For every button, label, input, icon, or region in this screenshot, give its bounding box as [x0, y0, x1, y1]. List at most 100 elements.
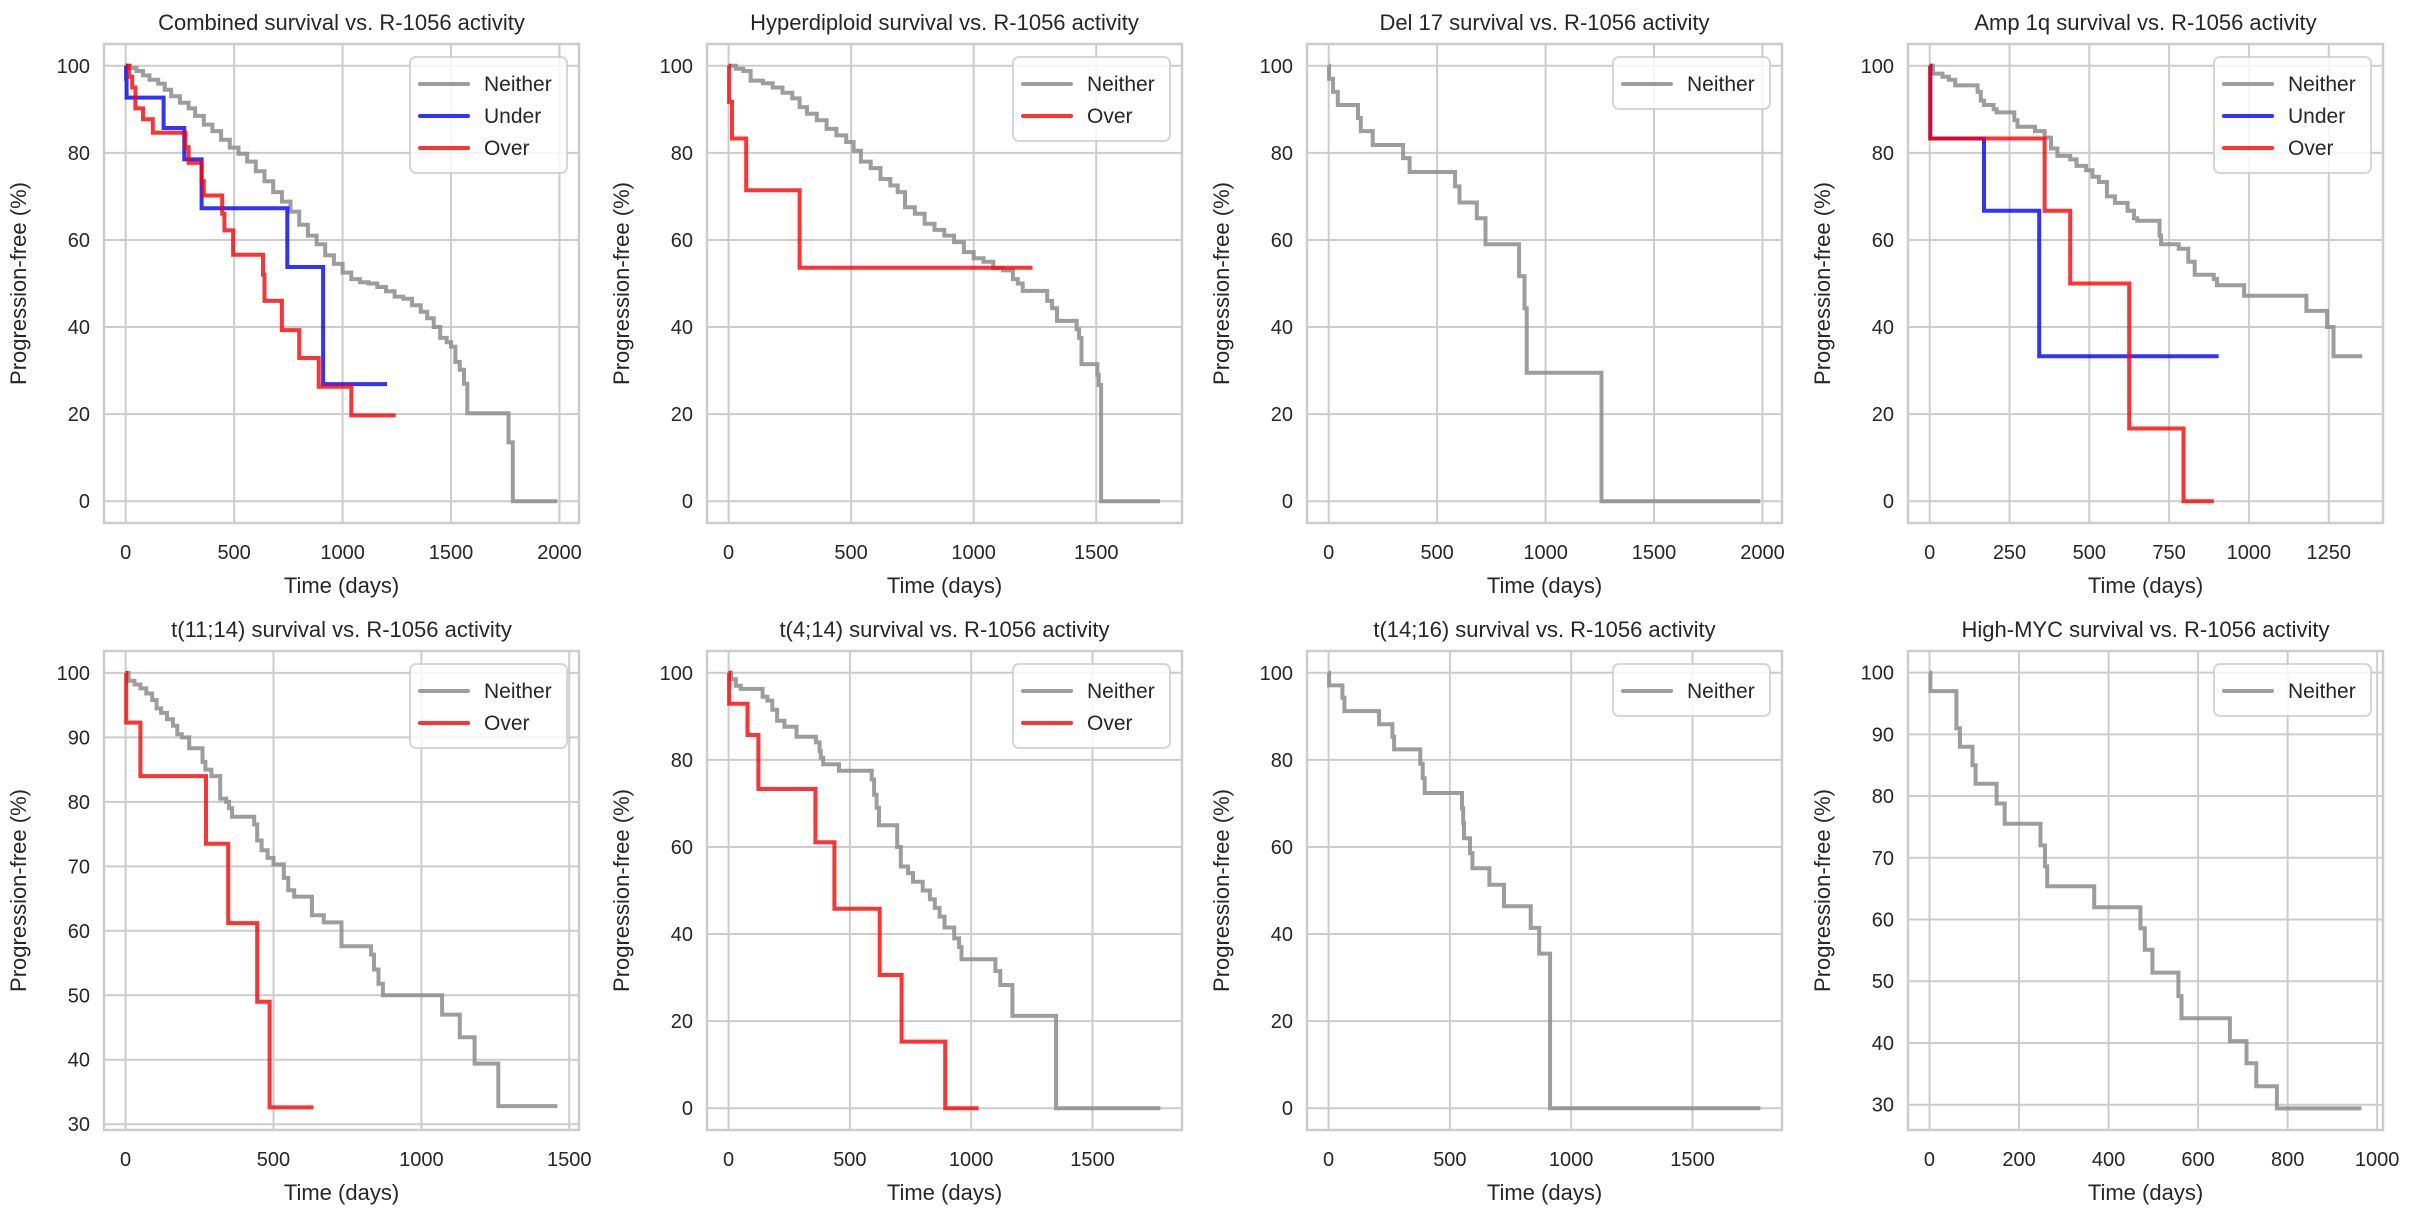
x-axis-label: Time (days) [1487, 1180, 1602, 1205]
subplot-title: t(11;14) survival vs. R-1056 activity [171, 617, 512, 642]
y-axis-label: Progression-free (%) [1810, 789, 1835, 992]
x-tick-label: 2000 [537, 542, 582, 564]
x-tick-label: 0 [1924, 542, 1935, 564]
y-tick-label: 30 [68, 1114, 90, 1136]
x-tick-label: 400 [2092, 1149, 2125, 1171]
y-tick-label: 0 [1883, 491, 1894, 513]
legend-label-neither: Neither [484, 680, 552, 703]
subplot-t-4-14-survival-vs-r-1056-activity: 0 500 1000 1500 0 20 40 60 80 100 Time (days) Progr… [609, 617, 1184, 1205]
y-axis-label: Progression-free (%) [1209, 182, 1234, 385]
y-tick-label: 40 [68, 317, 90, 339]
x-axis-label: Time (days) [887, 1180, 1002, 1205]
legend: Neither Over [1012, 56, 1171, 142]
y-tick-label: 100 [660, 56, 693, 78]
legend-label-neither: Neither [484, 73, 552, 96]
y-tick-label: 60 [671, 837, 693, 859]
y-tick-label: 60 [1872, 910, 1894, 932]
plot-area [1307, 651, 1782, 1130]
y-tick-label: 60 [68, 230, 90, 252]
x-tick-label: 1500 [1670, 1149, 1715, 1171]
plot-area [1908, 651, 2383, 1130]
y-tick-label: 80 [1271, 143, 1293, 165]
y-axis-label: Progression-free (%) [609, 789, 634, 992]
y-tick-label: 100 [1861, 56, 1894, 78]
y-tick-label: 20 [68, 404, 90, 426]
legend-label-over: Over [484, 137, 530, 160]
y-tick-label: 80 [68, 792, 90, 814]
y-axis-label: Progression-free (%) [6, 789, 31, 992]
y-tick-label: 90 [68, 727, 90, 749]
axes-frame [102, 42, 581, 525]
series-line-neither [1327, 63, 1761, 504]
x-tick-label: 1000 [949, 1149, 994, 1171]
legend-box [2213, 663, 2372, 717]
y-tick-label: 20 [1271, 404, 1293, 426]
legend-label-over: Over [1087, 105, 1133, 128]
y-tick-label: 90 [1872, 724, 1894, 746]
x-tick-label: 0 [1924, 1149, 1935, 1171]
legend-label-over: Over [484, 712, 530, 735]
y-tick-label: 60 [1872, 230, 1894, 252]
x-tick-label: 1500 [1070, 1149, 1115, 1171]
x-tick-label: 1500 [1074, 542, 1119, 564]
y-tick-label: 0 [682, 491, 693, 513]
series-line-neither [1928, 670, 2362, 1111]
y-tick-label: 60 [671, 230, 693, 252]
x-tick-label: 500 [2073, 542, 2106, 564]
y-tick-label: 50 [1872, 971, 1894, 993]
y-axis-label: Progression-free (%) [1810, 182, 1835, 385]
x-tick-label: 750 [2152, 542, 2185, 564]
series-line-over [727, 670, 979, 1111]
x-tick-label: 0 [1323, 1149, 1334, 1171]
series-line-under [124, 63, 387, 387]
legend-label-over: Over [1087, 712, 1133, 735]
legend-label-under: Under [2288, 105, 2345, 128]
y-tick-label: 40 [1271, 924, 1293, 946]
x-tick-label: 500 [217, 542, 250, 564]
series-line-neither [1929, 63, 2363, 359]
x-tick-label: 500 [257, 1149, 290, 1171]
x-tick-label: 1500 [547, 1149, 592, 1171]
y-axis-label: Progression-free (%) [1209, 789, 1234, 992]
legend-box [1012, 663, 1171, 749]
y-tick-label: 60 [68, 921, 90, 943]
series-line-over [124, 670, 314, 1110]
subplot-t-11-14-survival-vs-r-1056-activity: 0 500 1000 1500 30 40 50 60 70 80 90 100 Time (days)… [6, 617, 591, 1205]
y-tick-label: 0 [1282, 491, 1293, 513]
y-tick-label: 40 [671, 317, 693, 339]
y-tick-label: 20 [1872, 404, 1894, 426]
subplot-title: Del 17 survival vs. R-1056 activity [1379, 10, 1709, 35]
y-tick-label: 60 [1271, 837, 1293, 859]
axes-frame [705, 649, 1184, 1132]
subplot-title: High-MYC survival vs. R-1056 activity [1962, 617, 2330, 642]
x-tick-label: 800 [2271, 1149, 2304, 1171]
legend-box [1612, 56, 1771, 110]
y-tick-label: 100 [57, 56, 90, 78]
y-tick-label: 40 [68, 1050, 90, 1072]
x-tick-label: 1500 [429, 542, 474, 564]
x-tick-label: 250 [1993, 542, 2026, 564]
x-tick-label: 500 [1420, 542, 1453, 564]
y-tick-label: 40 [1872, 1033, 1894, 1055]
y-tick-label: 60 [1271, 230, 1293, 252]
subplot-title: Amp 1q survival vs. R-1056 activity [1974, 10, 2316, 35]
legend-label-under: Under [484, 105, 541, 128]
axes-frame [102, 649, 581, 1132]
x-tick-label: 1000 [2227, 542, 2272, 564]
legend-label-neither: Neither [1087, 680, 1155, 703]
legend-label-neither: Neither [2288, 680, 2356, 703]
y-tick-label: 20 [671, 404, 693, 426]
series-line-neither [1327, 670, 1761, 1111]
y-tick-label: 100 [57, 663, 90, 685]
legend-label-neither: Neither [2288, 73, 2356, 96]
y-tick-label: 100 [1260, 663, 1293, 685]
series-line-over [1928, 63, 2214, 504]
subplot-hyperdiploid-survival-vs-r-1056-activity: 0 500 1000 1500 0 20 40 60 80 100 Time (days) Progr… [609, 10, 1184, 598]
legend: Neither Over [1012, 663, 1171, 749]
legend-label-neither: Neither [1687, 680, 1755, 703]
y-tick-label: 20 [1271, 1011, 1293, 1033]
legend: Neither Over [409, 663, 568, 749]
y-tick-label: 100 [1861, 663, 1894, 685]
x-axis-label: Time (days) [284, 1180, 399, 1205]
subplot-amp-1q-survival-vs-r-1056-activity: 0 250 500 750 1000 1250 0 20 40 60 80 100 Time (days… [1810, 10, 2385, 598]
